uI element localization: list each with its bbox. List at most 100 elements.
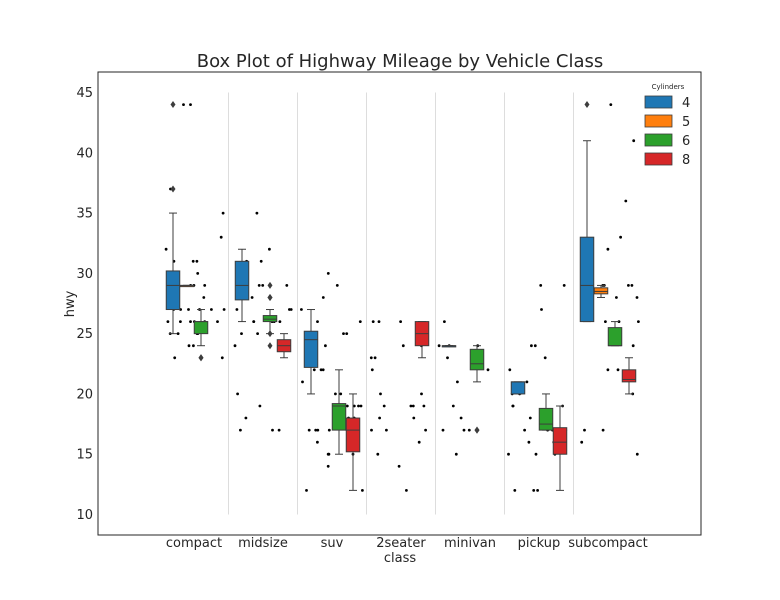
outlier-marker bbox=[267, 342, 273, 350]
data-point bbox=[314, 428, 318, 432]
data-point bbox=[312, 368, 316, 372]
y-tick-label: 15 bbox=[76, 448, 93, 463]
box-subcompact-8cyl bbox=[621, 357, 637, 395]
x-tick-label-2seater: 2seater bbox=[376, 536, 426, 551]
data-point bbox=[528, 416, 532, 420]
data-point bbox=[627, 284, 630, 287]
data-point bbox=[443, 320, 446, 323]
outlier-marker bbox=[267, 293, 273, 301]
box-iqr bbox=[234, 260, 250, 301]
data-point bbox=[401, 344, 405, 348]
data-point bbox=[240, 332, 243, 335]
data-point bbox=[630, 284, 634, 287]
data-point bbox=[424, 428, 427, 432]
data-point bbox=[307, 428, 311, 432]
data-point bbox=[373, 356, 377, 360]
data-point bbox=[305, 489, 308, 492]
data-point bbox=[533, 344, 537, 348]
data-point bbox=[233, 344, 237, 348]
data-point bbox=[601, 428, 605, 432]
data-point bbox=[437, 344, 441, 348]
chart-title: Box Plot of Highway Mileage by Vehicle C… bbox=[197, 51, 604, 72]
data-point bbox=[326, 272, 330, 275]
legend-title: Cylinders bbox=[652, 83, 685, 91]
data-point bbox=[456, 380, 459, 384]
y-tick-label: 35 bbox=[76, 207, 93, 222]
outlier-marker bbox=[267, 281, 273, 289]
data-point bbox=[609, 103, 613, 106]
data-point bbox=[321, 368, 325, 372]
data-point bbox=[462, 428, 466, 432]
data-point bbox=[342, 332, 345, 335]
data-point bbox=[409, 404, 413, 408]
box-iqr bbox=[193, 321, 209, 335]
data-point bbox=[236, 392, 240, 396]
data-point bbox=[235, 308, 239, 311]
data-point bbox=[316, 320, 319, 323]
box-iqr bbox=[579, 236, 595, 323]
data-point bbox=[195, 259, 199, 263]
data-point bbox=[257, 284, 261, 287]
data-point bbox=[326, 452, 330, 456]
box-iqr bbox=[538, 407, 554, 431]
data-point bbox=[534, 452, 538, 456]
box-iqr bbox=[607, 327, 623, 347]
data-point bbox=[334, 392, 337, 396]
box-minivan-6cyl bbox=[469, 345, 485, 434]
data-point bbox=[358, 320, 362, 323]
data-point bbox=[261, 284, 265, 287]
data-point bbox=[259, 259, 263, 263]
data-point bbox=[562, 284, 566, 287]
data-point bbox=[451, 404, 455, 408]
data-point bbox=[327, 428, 331, 432]
data-point bbox=[187, 308, 190, 311]
outlier-marker bbox=[584, 101, 590, 109]
data-point bbox=[203, 284, 207, 287]
legend-label-4cyl: 4 bbox=[682, 96, 690, 111]
box-suv-8cyl bbox=[345, 393, 361, 491]
data-point bbox=[285, 284, 289, 287]
data-point bbox=[527, 440, 531, 444]
box-iqr bbox=[621, 369, 637, 383]
data-point bbox=[324, 344, 327, 348]
legend-swatch-4cyl bbox=[644, 95, 673, 109]
outlier-marker bbox=[170, 185, 176, 193]
box-iqr bbox=[510, 381, 526, 395]
data-point bbox=[422, 404, 426, 408]
data-point bbox=[179, 320, 182, 323]
data-point bbox=[385, 428, 388, 432]
data-point bbox=[300, 308, 303, 311]
data-point bbox=[189, 103, 192, 106]
box-iqr bbox=[331, 403, 347, 431]
boxes bbox=[165, 101, 637, 491]
data-point bbox=[202, 296, 206, 299]
legend-swatch-5cyl bbox=[644, 114, 673, 128]
data-point bbox=[619, 235, 622, 239]
data-point bbox=[192, 344, 195, 348]
data-point bbox=[637, 320, 640, 323]
data-point bbox=[216, 320, 219, 323]
box-subcompact-5cyl bbox=[593, 284, 609, 298]
outlier-marker bbox=[198, 354, 204, 362]
data-point bbox=[532, 489, 536, 492]
class-separators bbox=[228, 92, 574, 515]
data-point bbox=[319, 368, 323, 372]
data-point bbox=[412, 416, 416, 420]
data-point bbox=[513, 489, 517, 492]
data-point bbox=[278, 320, 282, 323]
data-point bbox=[316, 440, 319, 444]
x-tick-label-minivan: minivan bbox=[444, 536, 496, 551]
data-point bbox=[359, 404, 363, 408]
data-point bbox=[525, 380, 529, 384]
data-point bbox=[164, 247, 168, 251]
data-point bbox=[357, 404, 360, 408]
data-point bbox=[173, 356, 177, 360]
data-point bbox=[370, 428, 373, 432]
legend-swatch-8cyl bbox=[644, 152, 673, 166]
legend-label-5cyl: 5 bbox=[682, 115, 690, 130]
data-point bbox=[397, 464, 401, 468]
outlier-marker bbox=[474, 426, 480, 434]
box-pickup-4cyl bbox=[510, 381, 526, 395]
box-midsize-4cyl bbox=[234, 248, 250, 323]
box-suv-4cyl bbox=[303, 309, 319, 395]
